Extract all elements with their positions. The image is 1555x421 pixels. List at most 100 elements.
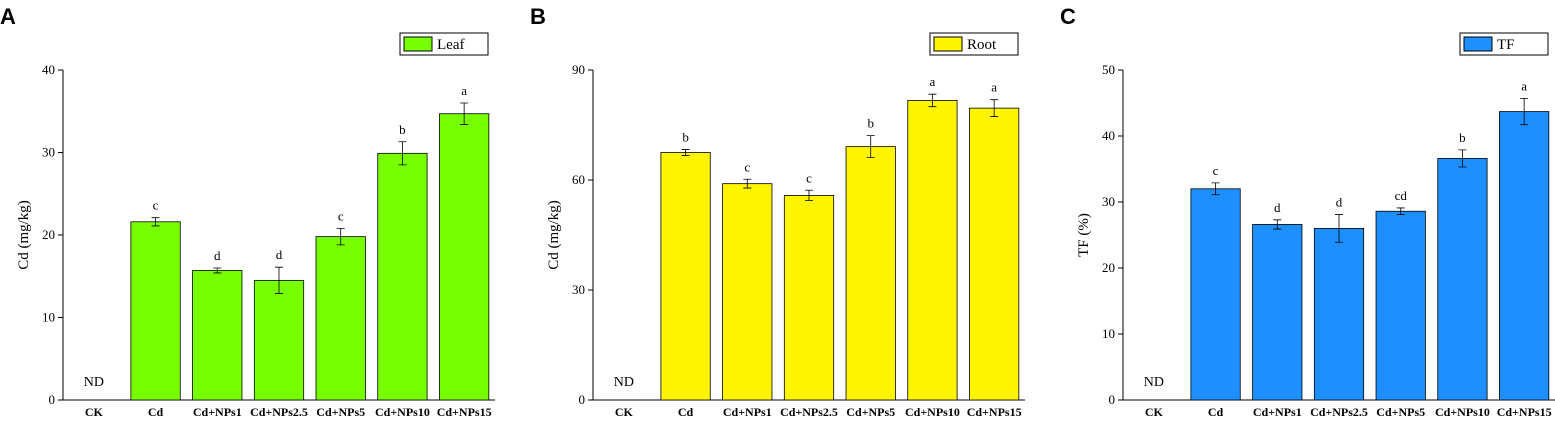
x-tick-label: Cd+NPs1 xyxy=(193,405,242,419)
bar xyxy=(1313,227,1365,401)
y-axis-label: Cd (mg/kg) xyxy=(16,200,32,270)
y-tick-label: 20 xyxy=(1102,260,1115,275)
y-tick-label: 40 xyxy=(42,62,55,77)
error-bar xyxy=(336,228,345,246)
error-bar xyxy=(681,149,690,156)
error-bar xyxy=(1335,214,1343,243)
x-tick-label: CK xyxy=(85,405,104,419)
significance-label: d xyxy=(1274,200,1281,215)
bar xyxy=(253,279,305,401)
x-tick-label: Cd+NPs10 xyxy=(905,405,960,419)
significance-label: b xyxy=(682,130,689,145)
bar xyxy=(1190,188,1241,401)
y-tick-label: 10 xyxy=(1102,326,1115,341)
significance-label: ND xyxy=(84,375,104,390)
bar xyxy=(845,146,896,401)
x-tick-label: Cd+NPs15 xyxy=(1497,405,1552,419)
legend-swatch xyxy=(403,36,433,52)
legend-label: Root xyxy=(967,37,997,53)
significance-label: b xyxy=(1459,130,1466,145)
error-bar xyxy=(743,178,752,189)
legend-label: TF xyxy=(1497,37,1515,53)
x-tick-label: Cd+NPs10 xyxy=(1435,405,1490,419)
y-tick-label: 20 xyxy=(42,227,55,242)
y-tick-label: 30 xyxy=(572,282,585,297)
panel-label: B xyxy=(530,4,546,29)
y-tick-label: 40 xyxy=(1102,128,1115,143)
bar xyxy=(1499,111,1550,401)
y-tick-label: 0 xyxy=(49,392,56,407)
x-tick-label: Cd+NPs1 xyxy=(723,405,772,419)
bar xyxy=(1437,158,1488,401)
bar xyxy=(1252,224,1303,401)
x-tick-label: Cd+NPs2.5 xyxy=(1310,405,1368,419)
x-tick-label: Cd+NPs5 xyxy=(316,405,365,419)
x-tick-label: Cd xyxy=(1208,405,1224,419)
error-bar xyxy=(1520,97,1529,126)
significance-label: d xyxy=(276,247,283,262)
significance-label: a xyxy=(991,80,997,95)
significance-label: cd xyxy=(1395,188,1408,203)
y-axis-label: Cd (mg/kg) xyxy=(546,200,562,270)
significance-label: a xyxy=(1521,78,1527,93)
significance-label: b xyxy=(399,122,406,137)
y-tick-label: 0 xyxy=(579,392,586,407)
y-tick-label: 10 xyxy=(42,310,55,325)
y-tick-label: 30 xyxy=(1102,194,1115,209)
x-tick-label: Cd+NPs1 xyxy=(1253,405,1302,419)
x-tick-label: Cd+NPs15 xyxy=(437,405,492,419)
error-bar xyxy=(151,217,160,227)
y-axis-label: TF (%) xyxy=(1076,213,1092,257)
error-bar xyxy=(398,141,407,166)
x-tick-label: Cd+NPs5 xyxy=(846,405,895,419)
x-tick-label: Cd xyxy=(678,405,694,419)
x-tick-label: Cd+NPs2.5 xyxy=(250,405,308,419)
significance-label: ND xyxy=(614,375,634,390)
panel-label: A xyxy=(0,4,16,29)
x-tick-label: CK xyxy=(615,405,634,419)
error-bar xyxy=(275,266,283,294)
significance-label: c xyxy=(744,159,750,174)
bar xyxy=(783,194,835,401)
y-tick-label: 50 xyxy=(1102,62,1115,77)
bar xyxy=(439,113,490,401)
legend-swatch xyxy=(1463,36,1493,52)
error-bar xyxy=(1273,219,1282,230)
x-tick-label: Cd+NPs5 xyxy=(1376,405,1425,419)
error-bar xyxy=(928,93,937,108)
significance-label: a xyxy=(461,83,467,98)
bar xyxy=(907,100,958,401)
x-tick-label: Cd xyxy=(148,405,164,419)
x-tick-label: CK xyxy=(1145,405,1164,419)
significance-label: d xyxy=(1336,195,1343,210)
x-tick-label: Cd+NPs15 xyxy=(967,405,1022,419)
bar xyxy=(315,236,366,401)
error-bar xyxy=(460,102,469,125)
significance-label: c xyxy=(338,208,344,223)
error-bar xyxy=(1396,207,1405,215)
significance-label: c xyxy=(153,198,159,213)
error-bar xyxy=(1211,182,1220,196)
significance-label: ND xyxy=(1144,375,1164,390)
bar xyxy=(130,221,181,401)
y-tick-label: 60 xyxy=(572,172,585,187)
bar xyxy=(722,183,773,401)
legend-swatch xyxy=(933,36,963,52)
error-bar xyxy=(866,135,875,159)
panel-label: C xyxy=(1060,4,1076,29)
legend-label: Leaf xyxy=(437,37,464,53)
bar xyxy=(969,107,1020,401)
y-tick-label: 90 xyxy=(572,62,585,77)
error-bar xyxy=(990,99,999,117)
bar xyxy=(377,152,428,401)
bar xyxy=(660,152,711,401)
significance-label: c xyxy=(806,170,812,185)
y-tick-label: 0 xyxy=(1109,392,1116,407)
significance-label: a xyxy=(930,74,936,89)
error-bar xyxy=(805,189,813,201)
x-tick-label: Cd+NPs10 xyxy=(375,405,430,419)
error-bar xyxy=(213,267,222,274)
significance-label: c xyxy=(1213,163,1219,178)
bar xyxy=(192,270,243,401)
